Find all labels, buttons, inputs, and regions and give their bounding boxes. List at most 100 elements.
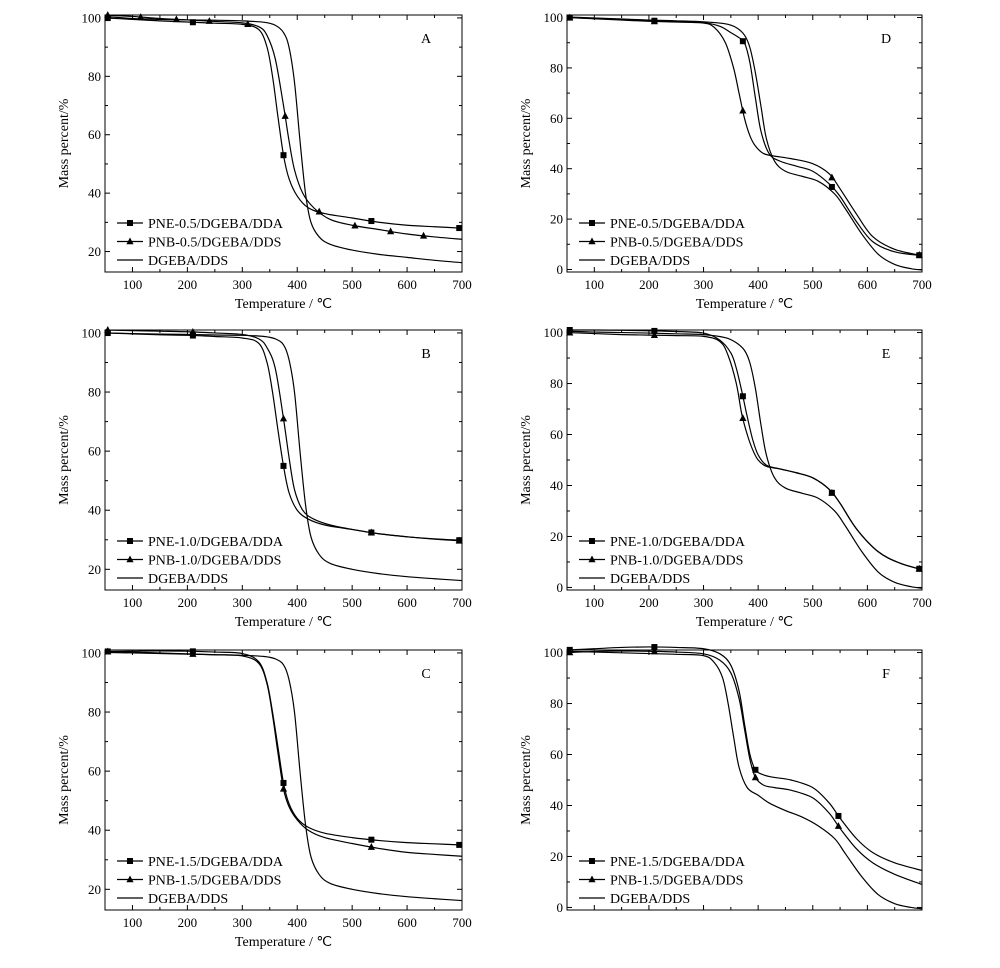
tga-panel-d: 100 200 300 400 500 600 700 0 20 40 60 80 100 Mass pe… <box>519 10 932 312</box>
legend-label: PNE-1.5/DGEBA/DDA <box>610 855 746 870</box>
data-point-triangle <box>650 17 658 25</box>
data-point-square <box>739 38 746 45</box>
legend-marker-triangle <box>588 555 596 563</box>
y-tick-label: 80 <box>88 69 101 84</box>
x-tick-label: 400 <box>748 595 768 610</box>
legend-label: DGEBA/DDS <box>148 892 228 907</box>
y-tick-label: 40 <box>88 823 101 838</box>
y-tick-label: 20 <box>550 212 563 227</box>
data-point-square <box>752 766 759 773</box>
x-tick-label: 200 <box>178 915 198 930</box>
x-axis-title: Temperature / ℃ <box>696 615 793 630</box>
x-tick-label: 500 <box>803 595 823 610</box>
series-line-3 <box>566 650 923 910</box>
y-tick-label: 80 <box>88 705 101 720</box>
panel-letter: F <box>882 667 890 682</box>
data-point-square <box>280 152 287 159</box>
legend-label: PNE-1.0/DGEBA/DDA <box>610 535 746 550</box>
y-tick-label: 80 <box>88 385 101 400</box>
legend-label: DGEBA/DDS <box>610 892 690 907</box>
data-point-triangle <box>279 784 288 792</box>
series-line-1 <box>104 650 463 846</box>
series-line-2 <box>566 331 923 571</box>
panel-letter: A <box>421 32 432 47</box>
y-tick-label: 80 <box>550 376 563 391</box>
x-tick-label: 400 <box>287 277 307 292</box>
legend-label: DGEBA/DDS <box>148 254 228 269</box>
data-point-triangle <box>455 536 463 544</box>
legend-marker-square <box>589 538 595 544</box>
x-tick-label: 700 <box>452 595 472 610</box>
y-tick-label: 60 <box>550 747 563 762</box>
tga-panel-c: 100 200 300 400 500 600 700 20 40 60 80 100 Mass per… <box>57 645 472 950</box>
y-tick-label: 40 <box>550 161 563 176</box>
data-point-square <box>104 15 111 22</box>
legend-label: PNB-0.5/DGEBA/DDS <box>610 235 743 250</box>
tga-panel-b: 100 200 300 400 500 600 700 20 40 60 80 100 Mass per… <box>57 325 472 630</box>
data-point-square <box>280 462 287 469</box>
y-tick-label: 80 <box>550 60 563 75</box>
legend-marker-triangle <box>588 237 596 245</box>
data-point-triangle <box>566 328 574 336</box>
y-axis-title: Mass percent/% <box>57 735 72 825</box>
plot-frame <box>566 649 923 911</box>
y-tick-label: 20 <box>88 244 101 259</box>
legend-marker-square <box>589 858 595 864</box>
plot-frame <box>104 649 463 911</box>
data-point-triangle <box>650 331 658 338</box>
data-point-triangle <box>387 227 395 235</box>
x-tick-label: 100 <box>585 277 605 292</box>
y-tick-label: 100 <box>82 10 102 25</box>
legend-label: DGEBA/DDS <box>610 572 690 587</box>
series-line-1 <box>566 329 923 571</box>
series-line-3 <box>104 15 463 264</box>
legend-label: PNE-0.5/DGEBA/DDA <box>148 217 284 232</box>
y-tick-label: 100 <box>544 10 564 25</box>
data-point-square <box>456 841 463 848</box>
x-axis-title: Temperature / ℃ <box>235 935 332 950</box>
data-point-square <box>828 183 835 190</box>
legend-marker-triangle <box>126 555 134 563</box>
data-point-triangle <box>315 207 323 215</box>
y-tick-label: 20 <box>550 849 563 864</box>
y-tick-label: 0 <box>557 580 564 595</box>
x-tick-label: 200 <box>178 595 198 610</box>
y-tick-label: 40 <box>88 503 101 518</box>
x-tick-label: 100 <box>123 595 143 610</box>
series-line-3 <box>566 16 923 271</box>
legend-label: PNB-1.0/DGEBA/DDS <box>148 553 281 568</box>
x-tick-label: 100 <box>585 595 605 610</box>
y-axis-title: Mass percent/% <box>519 98 534 188</box>
data-point-triangle <box>739 106 747 114</box>
panel-letter: C <box>421 667 430 682</box>
tga-panel-a: 100 200 300 400 500 600 700 20 40 60 80 100 Mass per… <box>57 10 472 312</box>
panel-letter: D <box>881 32 891 47</box>
y-tick-label: 100 <box>82 325 102 340</box>
y-axis-title: Mass percent/% <box>519 415 534 505</box>
legend-marker-triangle <box>126 875 134 883</box>
x-tick-label: 200 <box>178 277 198 292</box>
y-tick-label: 100 <box>544 325 564 340</box>
data-point-triangle <box>367 843 375 850</box>
data-point-triangle <box>828 173 836 181</box>
plot-frame <box>566 14 923 273</box>
x-tick-label: 300 <box>233 915 253 930</box>
legend-label: DGEBA/DDS <box>610 254 690 269</box>
x-tick-label: 700 <box>452 277 472 292</box>
series-line-3 <box>566 330 923 589</box>
y-tick-label: 60 <box>550 427 563 442</box>
series-line-1 <box>104 17 463 229</box>
data-point-square <box>651 644 658 651</box>
series-line-2 <box>566 16 923 257</box>
legend-marker-square <box>127 220 133 226</box>
y-tick-label: 80 <box>550 696 563 711</box>
plot-frame <box>104 329 463 591</box>
x-tick-label: 500 <box>803 277 823 292</box>
data-point-triangle <box>189 650 197 657</box>
y-tick-label: 40 <box>88 186 101 201</box>
data-point-triangle <box>751 773 760 781</box>
x-tick-label: 200 <box>639 277 659 292</box>
data-point-square <box>189 332 196 339</box>
y-tick-label: 60 <box>88 764 101 779</box>
